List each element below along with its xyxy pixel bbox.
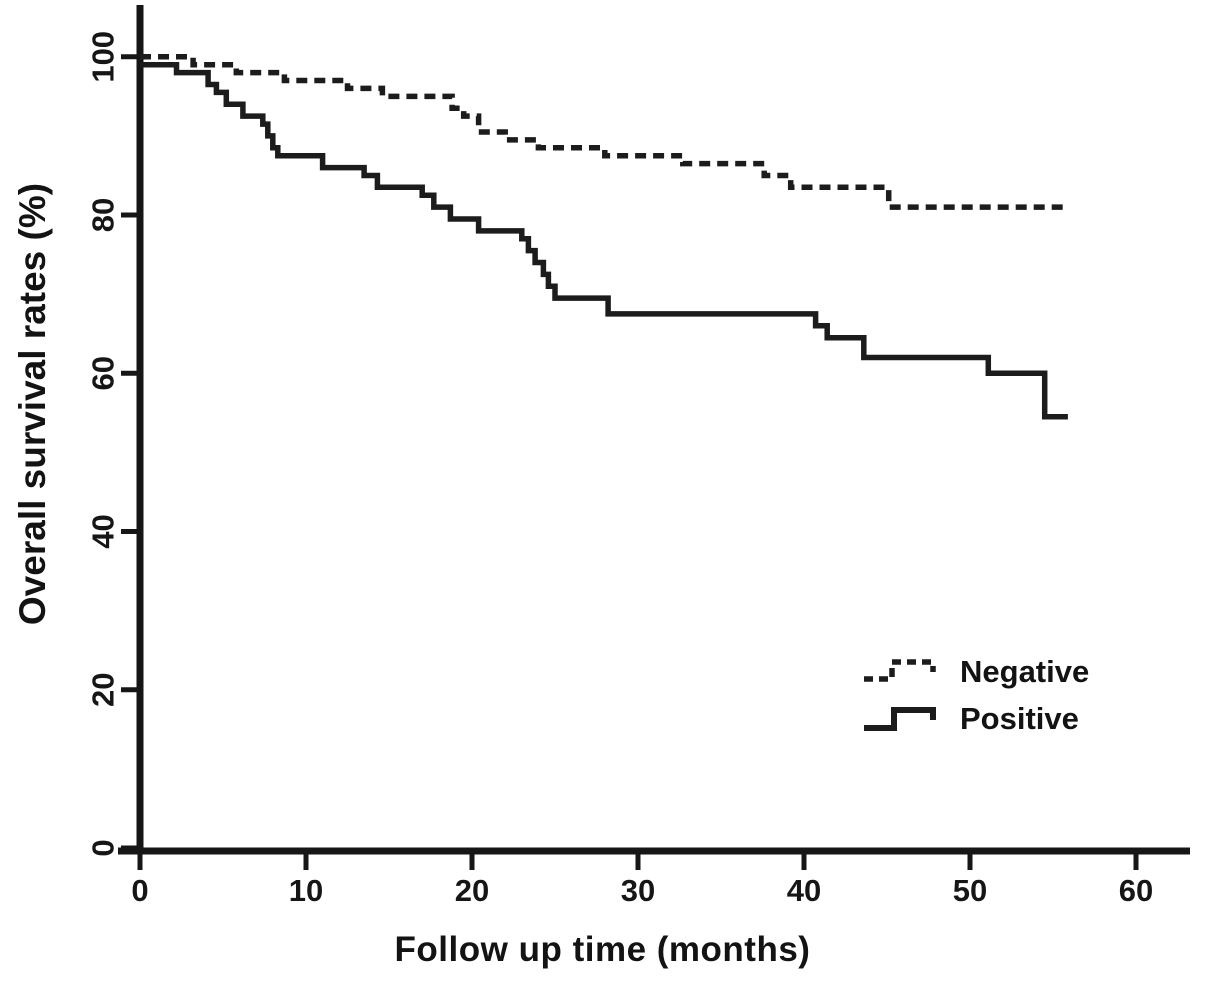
x-tick-label: 10 (289, 873, 323, 908)
x-tick-label: 20 (455, 873, 489, 908)
x-tick-label: 0 (131, 873, 148, 908)
negative-survival-curve (140, 54, 1068, 210)
x-tick-label: 50 (953, 873, 987, 908)
positive-survival-curve (140, 61, 1068, 420)
axis-ticks: 0 10 20 30 40 50 60 0 20 40 60 80 100 (86, 31, 1154, 908)
legend-item-positive: Positive (862, 695, 1089, 742)
dashed-step-key-icon (864, 658, 936, 682)
y-tick-label: 40 (86, 514, 121, 548)
solid-step-key-icon (864, 706, 936, 731)
x-tick-label: 30 (621, 873, 655, 908)
legend-item-negative: Negative (862, 648, 1089, 695)
y-axis-title: Overall survival rates (%) (12, 182, 53, 626)
y-tick-label: 60 (86, 356, 121, 390)
y-tick-label: 80 (86, 198, 121, 232)
y-tick-label: 20 (86, 673, 121, 707)
legend-label-positive: Positive (960, 701, 1079, 736)
x-tick-label: 40 (787, 873, 821, 908)
legend-label-negative: Negative (960, 654, 1090, 689)
y-tick-label: 0 (86, 839, 121, 856)
legend: Negative Positive (862, 648, 1089, 742)
x-axis-title: Follow up time (months) (394, 930, 811, 969)
y-tick-label: 100 (86, 31, 121, 83)
x-tick-label: 60 (1119, 873, 1153, 908)
